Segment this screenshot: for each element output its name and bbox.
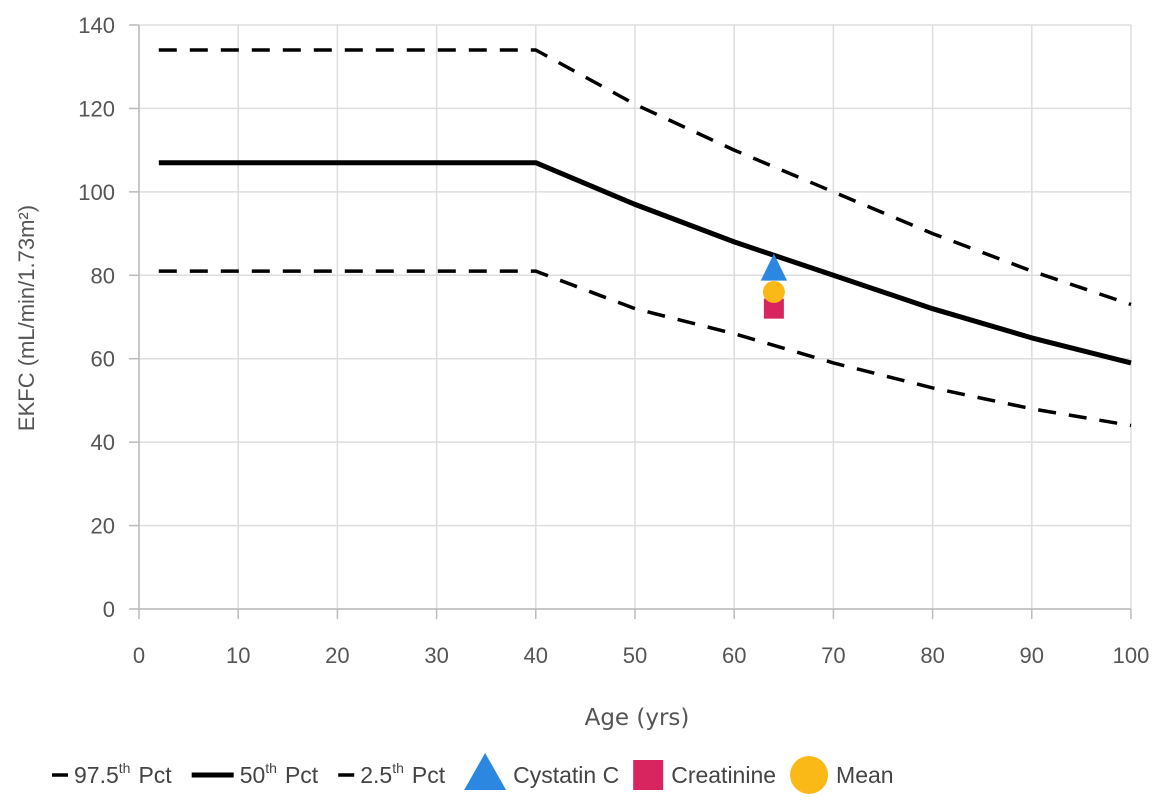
x-tick-label: 0 <box>133 643 145 668</box>
legend-label: Creatinine <box>671 762 776 788</box>
legend-item-series-2: 2.5th Pct <box>338 760 446 788</box>
x-tick-label: 20 <box>325 643 349 668</box>
series-lines <box>158 48 1132 428</box>
legend-label: 50th Pct <box>240 760 319 788</box>
marker-creatinine <box>763 298 784 319</box>
y-tick-label: 120 <box>78 96 115 121</box>
legend-item-series-0: 97.5th Pct <box>52 760 172 788</box>
grid <box>138 24 1132 610</box>
y-tick-label: 60 <box>91 347 115 372</box>
x-tick-label: 30 <box>424 643 448 668</box>
legend-item-series-1: 50th Pct <box>191 760 319 788</box>
legend-swatch <box>790 756 829 794</box>
legend-label: Mean <box>836 762 894 788</box>
x-tick-label: 90 <box>1020 643 1044 668</box>
y-tick-label: 100 <box>78 180 115 205</box>
legend-swatch <box>633 760 664 790</box>
y-tick-labels: 0 20 40 60 80 100 120 140 <box>78 13 115 622</box>
legend-item-cystatin-c: Cystatin C <box>464 753 619 790</box>
x-tick-labels: 0 10 20 30 40 50 60 70 80 90 100 <box>133 643 1149 668</box>
x-tick-label: 50 <box>623 643 647 668</box>
legend: 97.5th Pct 50th Pct 2.5th Pct Cystatin C Creati… <box>52 753 894 794</box>
axes <box>129 24 1132 619</box>
marker-mean <box>762 280 785 303</box>
y-tick-label: 80 <box>91 263 115 288</box>
x-tick-label: 70 <box>821 643 845 668</box>
legend-swatch <box>464 753 507 790</box>
x-tick-label: 100 <box>1113 643 1150 668</box>
marker-cystatin-c <box>760 253 788 281</box>
y-tick-label: 0 <box>103 597 115 622</box>
series-line-1 <box>158 160 1132 366</box>
legend-label: Cystatin C <box>513 762 619 788</box>
x-tick-label: 80 <box>920 643 944 668</box>
data-markers <box>760 253 788 319</box>
x-tick-label: 60 <box>722 643 746 668</box>
x-axis-title: Age (yrs) <box>585 705 690 731</box>
series-line-0 <box>158 48 1132 307</box>
legend-label: 97.5th Pct <box>74 760 172 788</box>
y-tick-label: 140 <box>78 13 115 38</box>
y-tick-label: 40 <box>91 430 115 455</box>
series-line-2 <box>158 269 1132 428</box>
x-tick-label: 10 <box>226 643 250 668</box>
x-tick-label: 40 <box>524 643 548 668</box>
legend-label: 2.5th Pct <box>360 760 446 788</box>
legend-item-creatinine: Creatinine <box>633 760 776 790</box>
y-tick-label: 20 <box>91 514 115 539</box>
legend-item-mean: Mean <box>790 756 894 794</box>
y-axis-title: EKFC (mL/min/1.73m²) <box>14 205 39 431</box>
